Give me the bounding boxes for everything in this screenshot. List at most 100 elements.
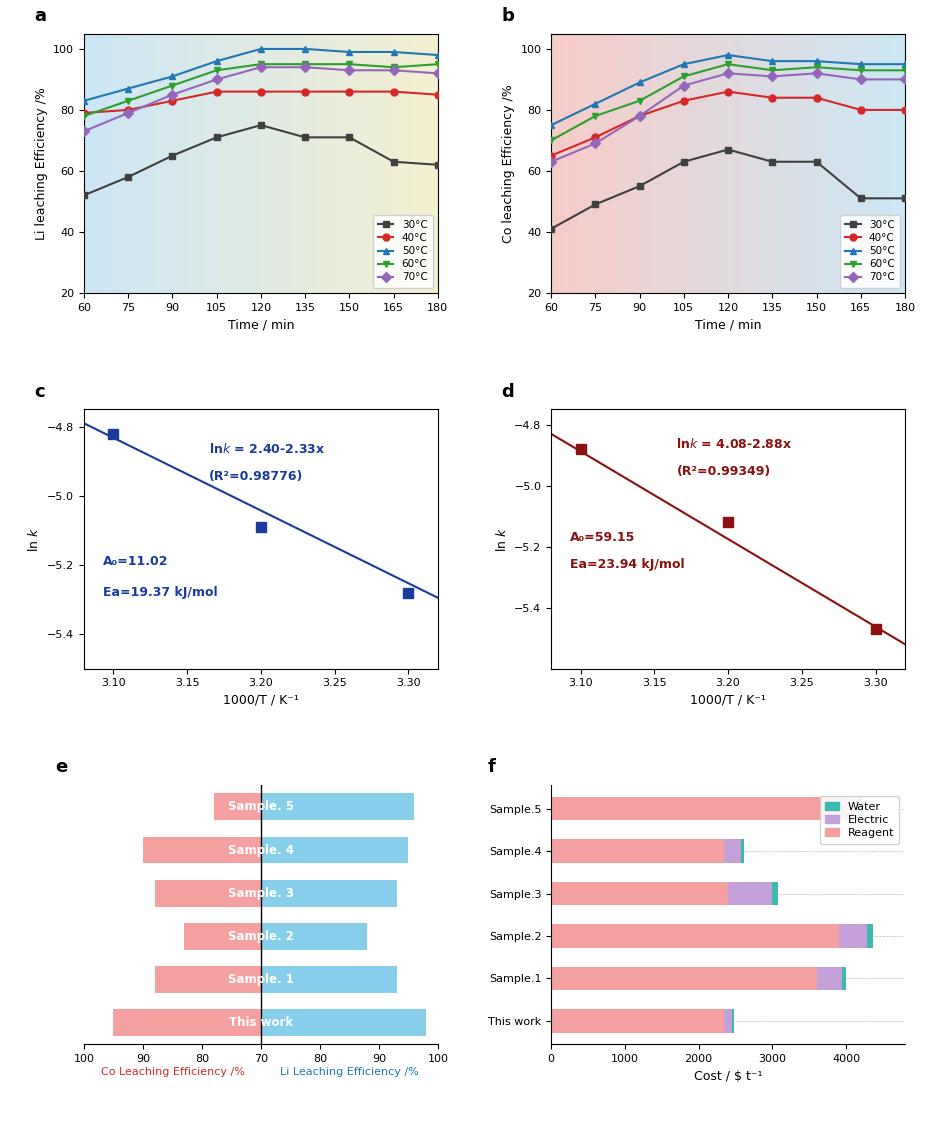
50°C — [388, 45, 399, 58]
Text: (R²=0.98776): (R²=0.98776) — [209, 471, 303, 483]
50°C — [256, 43, 267, 56]
50°C — [811, 54, 822, 67]
Bar — [773, 882, 778, 905]
Text: Sample. 4: Sample. 4 — [228, 843, 294, 857]
40°C — [167, 94, 178, 108]
70°C — [811, 66, 822, 80]
60°C — [78, 109, 90, 122]
60°C — [167, 79, 178, 92]
30°C — [211, 130, 222, 144]
60°C — [122, 94, 133, 108]
70°C — [590, 137, 601, 150]
40°C — [256, 85, 267, 99]
Line: 70°C: 70°C — [548, 70, 909, 165]
Bar — [114, 1010, 261, 1037]
Line: 50°C: 50°C — [548, 52, 909, 129]
Bar — [261, 794, 414, 820]
60°C — [722, 57, 733, 71]
Bar — [155, 966, 261, 993]
Bar — [842, 967, 846, 990]
40°C — [767, 91, 778, 104]
30°C — [590, 198, 601, 211]
Bar — [214, 794, 261, 820]
Line: 60°C: 60°C — [548, 61, 909, 144]
60°C — [256, 57, 267, 71]
Legend: 30°C, 40°C, 50°C, 60°C, 70°C: 30°C, 40°C, 50°C, 60°C, 70°C — [372, 214, 433, 287]
30°C — [546, 222, 557, 236]
50°C — [634, 75, 646, 89]
50°C — [767, 54, 778, 67]
70°C — [678, 79, 689, 92]
60°C — [767, 64, 778, 77]
Y-axis label: Co leaching Efficiency /%: Co leaching Efficiency /% — [502, 84, 515, 243]
X-axis label: Time / min: Time / min — [228, 318, 294, 331]
40°C — [432, 88, 443, 101]
70°C — [767, 70, 778, 83]
70°C — [856, 73, 867, 86]
Text: Co Leaching Efficiency /%: Co Leaching Efficiency /% — [101, 1068, 244, 1077]
30°C — [432, 158, 443, 172]
Text: b: b — [502, 7, 514, 25]
Text: A₀=59.15: A₀=59.15 — [570, 530, 635, 544]
50°C — [122, 82, 133, 95]
70°C — [432, 66, 443, 80]
Text: Sample. 3: Sample. 3 — [228, 887, 294, 900]
Line: 30°C: 30°C — [548, 146, 909, 232]
Text: (R²=0.99349): (R²=0.99349) — [676, 465, 771, 478]
60°C — [634, 94, 646, 108]
Text: Sample. 1: Sample. 1 — [228, 974, 294, 986]
Bar — [551, 967, 816, 990]
40°C — [299, 85, 311, 99]
50°C — [856, 57, 867, 71]
40°C — [722, 85, 733, 99]
Text: ln$k$ = 4.08-2.88x: ln$k$ = 4.08-2.88x — [676, 437, 792, 450]
Text: d: d — [502, 383, 514, 401]
30°C — [167, 149, 178, 163]
Bar — [867, 924, 872, 948]
Bar — [724, 1010, 731, 1033]
50°C — [167, 70, 178, 83]
Y-axis label: ln $k$: ln $k$ — [27, 527, 41, 551]
60°C — [211, 64, 222, 77]
60°C — [546, 134, 557, 147]
40°C — [211, 85, 222, 99]
30°C — [343, 130, 355, 144]
Bar — [551, 797, 835, 821]
X-axis label: 1000/T / K⁻¹: 1000/T / K⁻¹ — [223, 694, 299, 706]
Bar — [835, 797, 859, 821]
Bar — [839, 924, 867, 948]
50°C — [78, 94, 90, 108]
40°C — [343, 85, 355, 99]
X-axis label: 1000/T / K⁻¹: 1000/T / K⁻¹ — [690, 694, 766, 706]
Legend: 30°C, 40°C, 50°C, 60°C, 70°C: 30°C, 40°C, 50°C, 60°C, 70°C — [840, 214, 899, 287]
Text: A₀=11.02: A₀=11.02 — [104, 555, 169, 568]
60°C — [899, 64, 911, 77]
40°C — [388, 85, 399, 99]
60°C — [678, 70, 689, 83]
Text: Li Leaching Efficiency /%: Li Leaching Efficiency /% — [280, 1068, 419, 1077]
Bar — [551, 924, 839, 948]
Bar — [551, 1010, 724, 1033]
30°C — [256, 118, 267, 131]
Bar — [859, 797, 862, 821]
Line: 70°C: 70°C — [80, 64, 441, 135]
Bar — [184, 923, 261, 950]
Bar — [261, 879, 397, 906]
X-axis label: Cost / $ t⁻¹: Cost / $ t⁻¹ — [694, 1070, 762, 1083]
30°C — [678, 155, 689, 168]
Text: Ea=19.37 kJ/mol: Ea=19.37 kJ/mol — [104, 586, 217, 599]
60°C — [388, 61, 399, 74]
30°C — [899, 192, 911, 206]
30°C — [811, 155, 822, 168]
Bar — [816, 967, 842, 990]
Text: This work: This work — [229, 1016, 293, 1030]
70°C — [343, 64, 355, 77]
40°C — [856, 103, 867, 117]
50°C — [899, 57, 911, 71]
60°C — [856, 64, 867, 77]
Text: ln$k$ = 2.40-2.33x: ln$k$ = 2.40-2.33x — [209, 441, 326, 456]
70°C — [256, 61, 267, 74]
60°C — [590, 109, 601, 122]
40°C — [546, 149, 557, 163]
Line: 60°C: 60°C — [80, 61, 441, 119]
